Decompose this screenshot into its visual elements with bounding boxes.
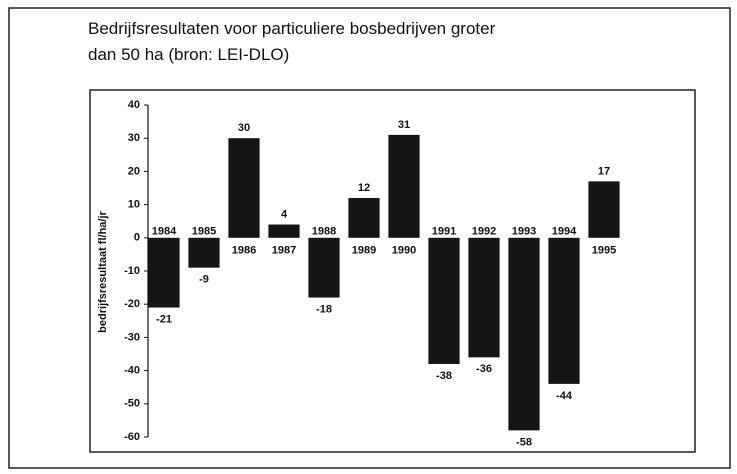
bar	[588, 181, 620, 238]
bar	[548, 237, 580, 384]
x-tick-label: 1993	[512, 226, 536, 238]
x-tick-label: 1988	[312, 226, 336, 238]
bar	[228, 138, 260, 238]
bar	[308, 237, 340, 298]
data-label: -9	[199, 274, 209, 286]
y-tick-label: 40	[128, 99, 140, 111]
data-label: 17	[598, 165, 610, 177]
y-tick-label: 10	[128, 199, 140, 211]
x-tick-label: 1995	[592, 245, 616, 257]
data-label: 12	[358, 182, 370, 194]
y-tick-label: 0	[134, 232, 140, 244]
data-label: -36	[476, 363, 492, 375]
data-label: -38	[436, 370, 452, 382]
bar	[148, 237, 180, 308]
chart-title: Bedrijfsresultaten voor particuliere bos…	[88, 19, 496, 64]
bar	[268, 224, 300, 238]
data-label: 31	[398, 119, 410, 131]
title-line: dan 50 ha (bron: LEI-DLO)	[88, 45, 289, 64]
x-tick-label: 1991	[432, 226, 456, 238]
bar	[348, 197, 380, 238]
x-tick-label: 1989	[352, 245, 376, 257]
y-tick-label: -50	[124, 398, 140, 410]
y-tick-label: -30	[124, 331, 140, 343]
y-tick-label: -20	[124, 298, 140, 310]
y-tick-label: -60	[124, 431, 140, 443]
data-label: -18	[316, 303, 332, 315]
y-tick-label: 30	[128, 132, 140, 144]
x-tick-label: 1987	[272, 245, 296, 257]
bar	[508, 237, 540, 431]
x-tick-label: 1985	[192, 226, 216, 238]
x-tick-label: 1984	[152, 226, 177, 238]
y-tick-label: 20	[128, 165, 140, 177]
y-axis-label: bedrijfsresultaat fl/ha/jr	[97, 210, 109, 332]
bar	[188, 237, 220, 268]
title-line: Bedrijfsresultaten voor particuliere bos…	[88, 19, 496, 38]
data-label: 30	[238, 122, 250, 134]
bar	[428, 237, 460, 364]
data-label: -44	[556, 390, 573, 402]
x-tick-label: 1994	[552, 226, 577, 238]
x-tick-label: 1992	[472, 226, 496, 238]
outer-frame	[8, 7, 731, 469]
data-label: -21	[156, 313, 172, 325]
bar	[468, 237, 500, 358]
y-tick-label: -40	[124, 365, 140, 377]
x-tick-label: 1990	[392, 245, 416, 257]
data-label: 4	[281, 208, 288, 220]
data-label: -58	[516, 436, 532, 448]
x-tick-label: 1986	[232, 245, 256, 257]
plot-frame	[89, 89, 696, 453]
y-tick-label: -10	[124, 265, 140, 277]
bar	[388, 134, 420, 238]
